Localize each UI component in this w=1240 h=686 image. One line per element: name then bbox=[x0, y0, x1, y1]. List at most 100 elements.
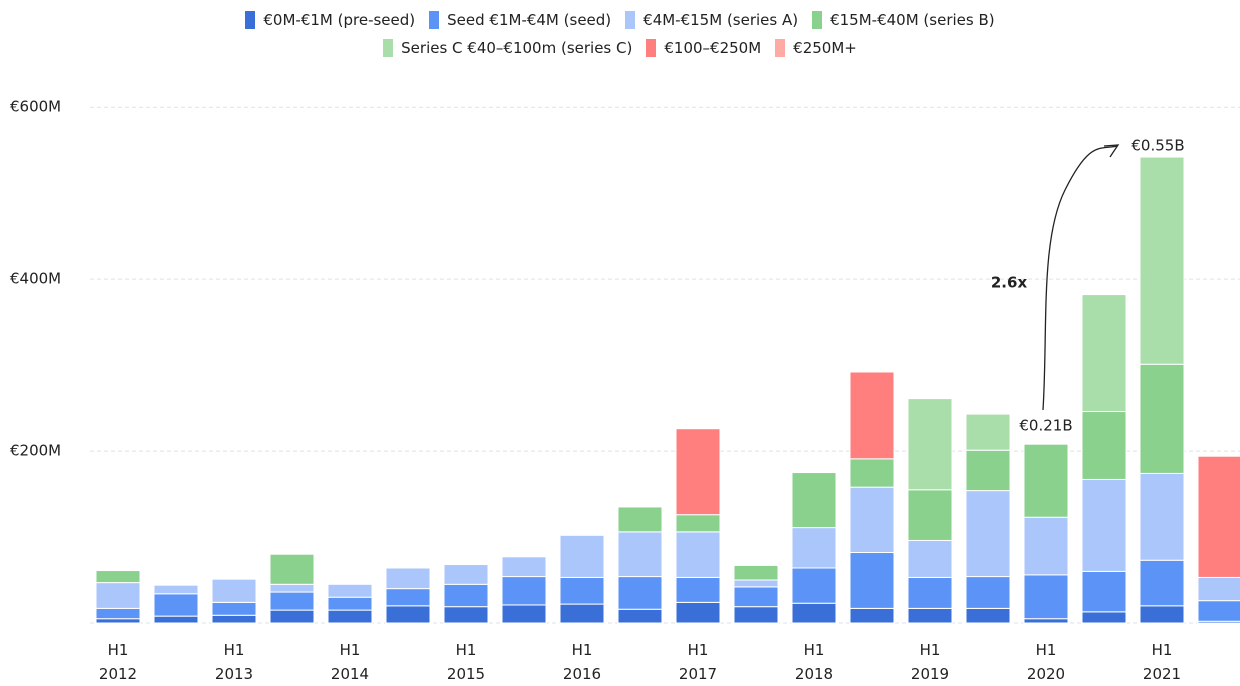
y-tick-label: €400M bbox=[10, 270, 61, 288]
x-tick-label: H1 2017 bbox=[678, 641, 718, 683]
bar-segment bbox=[153, 593, 199, 617]
bar-segment bbox=[153, 615, 199, 624]
x-tick-label: H1 2014 bbox=[330, 641, 370, 683]
y-tick-label: €200M bbox=[10, 442, 61, 460]
legend-label: Seed €1M-€4M (seed) bbox=[447, 11, 612, 29]
legend-label: €250M+ bbox=[793, 39, 857, 57]
bar-segment bbox=[327, 583, 373, 598]
x-tick-label: H1 2013 bbox=[214, 641, 254, 683]
x-tick-label: H1 2016 bbox=[562, 641, 602, 683]
bar-segment bbox=[907, 576, 953, 609]
bar-segment bbox=[1139, 605, 1185, 624]
bar-segment bbox=[269, 609, 315, 624]
legend-swatch bbox=[383, 39, 394, 57]
legend-swatch bbox=[775, 39, 786, 57]
legend-swatch bbox=[646, 39, 657, 57]
bar-segment bbox=[617, 576, 663, 610]
annotation: 2.6x bbox=[991, 274, 1028, 292]
bar-segment bbox=[501, 576, 547, 606]
legend-item: €0M-€1M (pre-seed) bbox=[245, 11, 415, 29]
legend-swatch bbox=[429, 11, 440, 29]
legend: €0M-€1M (pre-seed) Seed €1M-€4M (seed) €4M… bbox=[0, 6, 1240, 62]
bar-segment bbox=[1139, 156, 1185, 365]
growth-arrow bbox=[1042, 145, 1118, 411]
bar-segment bbox=[965, 449, 1011, 492]
bar-segment bbox=[327, 609, 373, 624]
bar-segment bbox=[1023, 574, 1069, 620]
bar-segment bbox=[849, 458, 895, 488]
bar-segment bbox=[95, 570, 141, 584]
bar-segment bbox=[965, 413, 1011, 451]
bar-segment bbox=[443, 606, 489, 624]
bar-segment bbox=[849, 486, 895, 554]
legend-swatch bbox=[245, 11, 256, 29]
bar-segment bbox=[501, 556, 547, 578]
bar-segment bbox=[1197, 576, 1240, 602]
bar-segment bbox=[1081, 570, 1127, 613]
x-tick-label: H1 2018 bbox=[794, 641, 834, 683]
bar-segment bbox=[907, 539, 953, 578]
bar-segment bbox=[153, 584, 199, 595]
bar-segment bbox=[211, 578, 257, 603]
bar-segment bbox=[791, 472, 837, 529]
legend-label: Series C €40–€100m (series C) bbox=[401, 39, 633, 57]
bar-segment bbox=[1081, 411, 1127, 480]
bar-segment bbox=[733, 586, 779, 608]
legend-item: Series C €40–€100m (series C) bbox=[383, 39, 632, 57]
bar-segment bbox=[95, 618, 141, 624]
bar-segment bbox=[733, 564, 779, 581]
bar-segment bbox=[733, 579, 779, 588]
bar-segment bbox=[327, 596, 373, 611]
bar-segment bbox=[617, 608, 663, 624]
legend-item: Seed €1M-€4M (seed) bbox=[429, 11, 611, 29]
bar-segment bbox=[849, 607, 895, 624]
annotation: €0.55B bbox=[1131, 137, 1184, 155]
bar-segment bbox=[791, 602, 837, 624]
bar-segment bbox=[791, 567, 837, 604]
bar-segment bbox=[1081, 611, 1127, 624]
bar-segment bbox=[1023, 618, 1069, 624]
legend-swatch bbox=[812, 11, 823, 29]
bar-segment bbox=[1197, 600, 1240, 622]
bar-segment bbox=[559, 576, 605, 605]
bar-segment bbox=[733, 606, 779, 624]
bar-segment bbox=[269, 591, 315, 611]
bar-segment bbox=[269, 583, 315, 593]
bar-segment bbox=[617, 506, 663, 533]
bar-segment bbox=[791, 527, 837, 569]
bar-segment bbox=[675, 514, 721, 533]
bar-segment bbox=[1023, 516, 1069, 576]
bar-segment bbox=[849, 552, 895, 609]
bar-segment bbox=[559, 603, 605, 624]
x-tick-label: H1 2021 bbox=[1142, 641, 1182, 683]
bar-segment bbox=[1081, 294, 1127, 413]
bar-segment bbox=[501, 604, 547, 624]
bar-segment bbox=[443, 564, 489, 585]
legend-swatch bbox=[625, 11, 636, 29]
bar-segment bbox=[559, 534, 605, 578]
bar-segment bbox=[907, 489, 953, 541]
bar-segment bbox=[675, 601, 721, 624]
bar-segment bbox=[849, 371, 895, 460]
legend-label: €4M-€15M (series A) bbox=[643, 11, 799, 29]
legend-row: Series C €40–€100m (series C) €100–€250M €… bbox=[0, 34, 1240, 62]
bar-segment bbox=[1023, 443, 1069, 518]
bar-segment bbox=[1081, 478, 1127, 572]
bar-segment bbox=[385, 567, 431, 590]
legend-label: €100–€250M bbox=[664, 39, 762, 57]
bar-segment bbox=[385, 588, 431, 607]
bar-segment bbox=[907, 398, 953, 491]
bar-segment bbox=[675, 428, 721, 516]
annotation: €0.21B bbox=[1019, 417, 1072, 435]
bar-segment bbox=[907, 607, 953, 624]
bar-segment bbox=[95, 582, 141, 609]
bar-segment bbox=[965, 490, 1011, 578]
y-tick-label: €600M bbox=[10, 98, 61, 116]
bar-segment bbox=[269, 553, 315, 585]
bar-segment bbox=[95, 607, 141, 620]
legend-item: €4M-€15M (series A) bbox=[625, 11, 798, 29]
legend-label: €0M-€1M (pre-seed) bbox=[263, 11, 416, 29]
legend-item: €15M-€40M (series B) bbox=[812, 11, 995, 29]
